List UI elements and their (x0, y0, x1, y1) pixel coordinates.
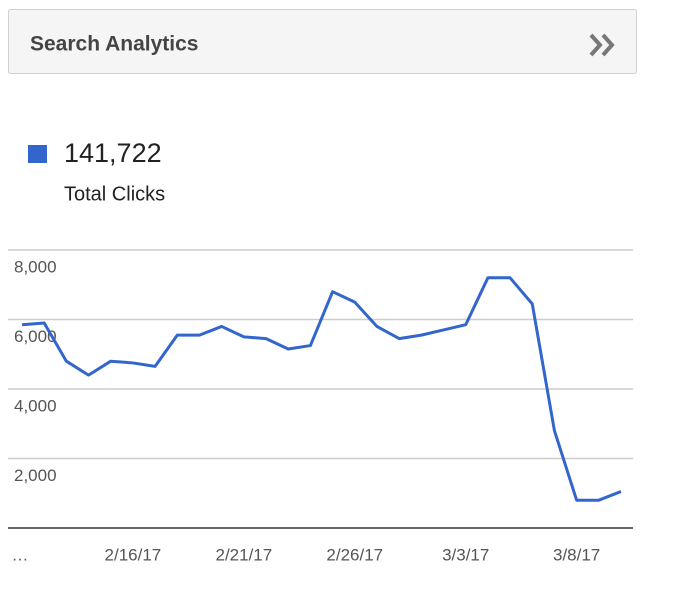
x-tick-label: 2/26/17 (326, 545, 383, 564)
legend-swatch (28, 145, 47, 163)
line-series (21, 276, 622, 502)
header-title: Search Analytics (30, 33, 198, 56)
x-tick-label: 2/21/17 (215, 545, 272, 564)
legend-label: Total Clicks (64, 183, 165, 205)
x-tick-label: … (12, 545, 29, 564)
legend-total: 141,722 (64, 138, 162, 168)
y-tick-label: 8,000 (14, 257, 57, 276)
y-tick-label: 2,000 (14, 466, 57, 485)
x-tick-label: 3/3/17 (442, 545, 489, 564)
y-tick-label: 6,000 (14, 327, 57, 346)
expand-icon[interactable] (589, 33, 615, 57)
x-tick-label: 2/16/17 (105, 545, 162, 564)
y-tick-label: 4,000 (14, 396, 57, 415)
header-bar[interactable] (8, 9, 637, 74)
x-tick-label: 3/8/17 (553, 545, 600, 564)
